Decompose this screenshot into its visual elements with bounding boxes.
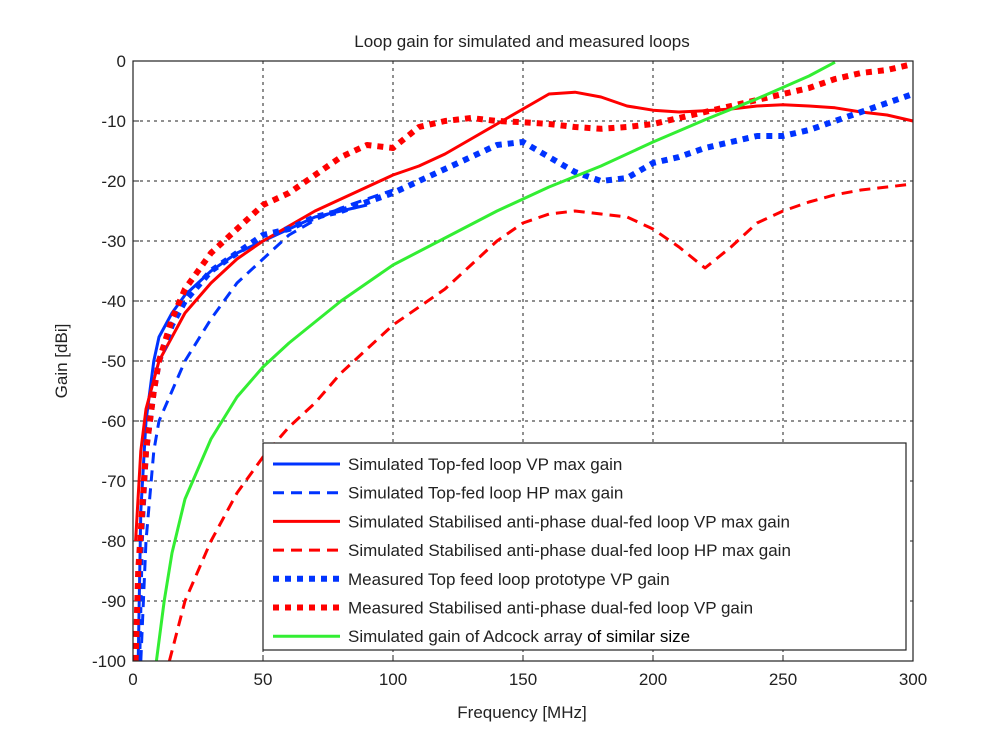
x-tick-label: 150	[509, 670, 537, 689]
legend-label: Simulated gain of Adcock array of simila…	[348, 627, 690, 646]
x-tick-label: 100	[379, 670, 407, 689]
y-tick-label: -90	[101, 592, 126, 611]
y-axis-label: Gain [dBi]	[52, 324, 71, 399]
ticks: 0 50 100 150 200 250 300 0 -10 -20 -30 -40 -50 -60 -70…	[92, 52, 927, 689]
series-line-7	[154, 60, 836, 662]
legend-label: Measured Top feed loop prototype VP gain	[348, 570, 670, 589]
legend-label-text: Simulated gain of Adcock array	[348, 627, 583, 646]
series-line-3	[134, 90, 914, 542]
legend-label-text: Measured Top feed loop prototype VP gain	[348, 570, 670, 589]
x-tick-label: 200	[639, 670, 667, 689]
legend-label: Measured Stabilised anti-phase dual-fed …	[348, 599, 753, 618]
series-lines	[132, 60, 914, 662]
x-axis-label: Frequency [MHz]	[457, 703, 586, 722]
legend-box	[262, 442, 907, 651]
legend-label: Simulated Stabilised anti-phase dual-fed…	[348, 512, 790, 531]
y-tick-label: -10	[101, 112, 126, 131]
x-tick-label: 300	[899, 670, 927, 689]
y-tick-label: -30	[101, 232, 126, 251]
x-tick-label: 0	[128, 670, 137, 689]
y-tick-label: 0	[117, 52, 126, 71]
x-tick-label: 250	[769, 670, 797, 689]
chart-title: Loop gain for simulated and measured loo…	[354, 32, 690, 51]
legend-label: Simulated Stabilised anti-phase dual-fed…	[348, 541, 791, 560]
legend-label-text: Measured Stabilised anti-phase dual-fed …	[348, 599, 753, 618]
legend-label-text: Simulated Stabilised anti-phase dual-fed…	[348, 512, 790, 531]
series-line-2	[139, 188, 394, 662]
legend-label: Simulated Top-fed loop HP max gain	[348, 484, 623, 503]
y-tick-label: -50	[101, 352, 126, 371]
y-tick-label: -70	[101, 472, 126, 491]
y-tick-label: -60	[101, 412, 126, 431]
series-line-4	[167, 182, 914, 662]
legend-label: Simulated Top-fed loop VP max gain	[348, 455, 622, 474]
y-tick-label: -40	[101, 292, 126, 311]
legend-label-text: Simulated Top-fed loop VP max gain	[348, 455, 622, 474]
plot-frame	[132, 60, 914, 662]
y-tick-label: -80	[101, 532, 126, 551]
x-tick-label: 50	[254, 670, 273, 689]
legend: Simulated Top-fed loop VP max gain Simula…	[262, 442, 907, 651]
legend-label-text: Simulated Stabilised anti-phase dual-fed…	[348, 541, 791, 560]
y-tick-label: -20	[101, 172, 126, 191]
legend-label-suffix: of similar size	[582, 627, 690, 646]
y-tick-label: -100	[92, 652, 126, 671]
legend-label-text: Simulated Top-fed loop HP max gain	[348, 484, 623, 503]
series-line-6	[132, 61, 914, 662]
